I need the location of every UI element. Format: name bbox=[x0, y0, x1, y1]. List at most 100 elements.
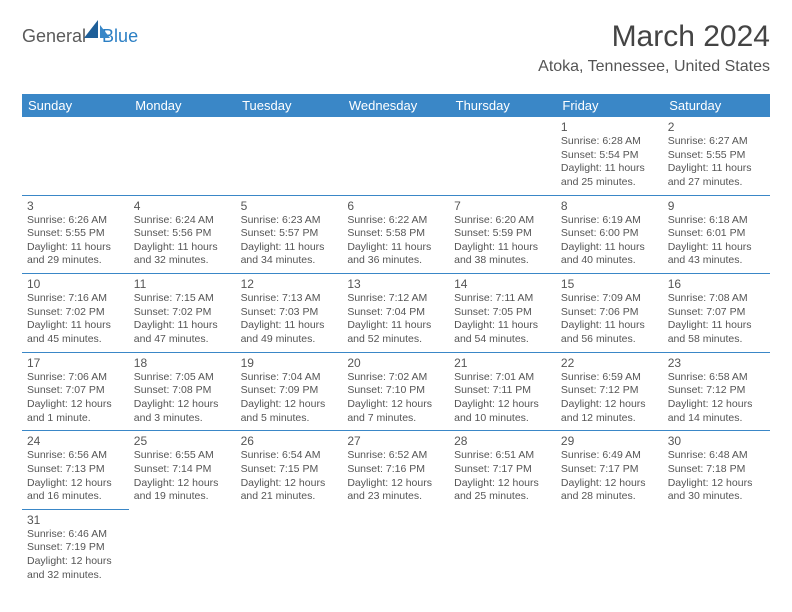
day-info-line: Sunrise: 6:54 AM bbox=[241, 449, 338, 463]
calendar-day-cell: 12Sunrise: 7:13 AMSunset: 7:03 PMDayligh… bbox=[236, 274, 343, 353]
day-info-line: Sunset: 7:18 PM bbox=[668, 463, 765, 477]
day-info-line: Daylight: 11 hours bbox=[561, 319, 658, 333]
day-info: Sunrise: 6:56 AMSunset: 7:13 PMDaylight:… bbox=[27, 449, 124, 504]
calendar-day-cell bbox=[342, 117, 449, 195]
day-number: 30 bbox=[668, 434, 765, 448]
calendar-day-cell: 7Sunrise: 6:20 AMSunset: 5:59 PMDaylight… bbox=[449, 195, 556, 274]
day-info-line: Sunrise: 6:48 AM bbox=[668, 449, 765, 463]
day-number: 11 bbox=[134, 277, 231, 291]
day-info-line: Sunset: 7:17 PM bbox=[561, 463, 658, 477]
day-info-line: Sunrise: 6:58 AM bbox=[668, 371, 765, 385]
day-info-line: Daylight: 11 hours bbox=[347, 319, 444, 333]
calendar-day-cell: 2Sunrise: 6:27 AMSunset: 5:55 PMDaylight… bbox=[663, 117, 770, 195]
day-info-line: Sunrise: 7:01 AM bbox=[454, 371, 551, 385]
calendar-day-cell bbox=[449, 117, 556, 195]
day-info-line: Sunset: 6:01 PM bbox=[668, 227, 765, 241]
day-info-line: and 43 minutes. bbox=[668, 254, 765, 268]
calendar-day-cell: 8Sunrise: 6:19 AMSunset: 6:00 PMDaylight… bbox=[556, 195, 663, 274]
day-info-line: Sunrise: 6:28 AM bbox=[561, 135, 658, 149]
day-info-line: Sunrise: 6:26 AM bbox=[27, 214, 124, 228]
day-info: Sunrise: 7:09 AMSunset: 7:06 PMDaylight:… bbox=[561, 292, 658, 347]
day-number: 19 bbox=[241, 356, 338, 370]
calendar-day-cell bbox=[449, 509, 556, 587]
day-number: 1 bbox=[561, 120, 658, 134]
weekday-header: Friday bbox=[556, 94, 663, 117]
day-number: 3 bbox=[27, 199, 124, 213]
day-info-line: Sunrise: 6:51 AM bbox=[454, 449, 551, 463]
calendar-day-cell: 9Sunrise: 6:18 AMSunset: 6:01 PMDaylight… bbox=[663, 195, 770, 274]
calendar-week-row: 17Sunrise: 7:06 AMSunset: 7:07 PMDayligh… bbox=[22, 352, 770, 431]
calendar-day-cell: 18Sunrise: 7:05 AMSunset: 7:08 PMDayligh… bbox=[129, 352, 236, 431]
day-info-line: and 27 minutes. bbox=[668, 176, 765, 190]
day-number: 6 bbox=[347, 199, 444, 213]
day-info-line: and 14 minutes. bbox=[668, 412, 765, 426]
day-number: 5 bbox=[241, 199, 338, 213]
day-info-line: Sunset: 5:59 PM bbox=[454, 227, 551, 241]
calendar-day-cell: 1Sunrise: 6:28 AMSunset: 5:54 PMDaylight… bbox=[556, 117, 663, 195]
day-info-line: Sunset: 7:07 PM bbox=[668, 306, 765, 320]
day-info: Sunrise: 6:18 AMSunset: 6:01 PMDaylight:… bbox=[668, 214, 765, 269]
day-number: 10 bbox=[27, 277, 124, 291]
day-info-line: Daylight: 12 hours bbox=[27, 398, 124, 412]
day-number: 12 bbox=[241, 277, 338, 291]
day-info-line: Sunset: 5:58 PM bbox=[347, 227, 444, 241]
day-info-line: and 58 minutes. bbox=[668, 333, 765, 347]
weekday-header: Monday bbox=[129, 94, 236, 117]
day-info-line: Sunrise: 7:06 AM bbox=[27, 371, 124, 385]
day-info-line: Sunrise: 6:49 AM bbox=[561, 449, 658, 463]
day-number: 31 bbox=[27, 513, 124, 527]
day-info-line: Sunset: 5:55 PM bbox=[27, 227, 124, 241]
day-info-line: Daylight: 12 hours bbox=[134, 398, 231, 412]
page-title: March 2024 bbox=[538, 20, 770, 54]
calendar-day-cell: 20Sunrise: 7:02 AMSunset: 7:10 PMDayligh… bbox=[342, 352, 449, 431]
calendar-day-cell bbox=[236, 509, 343, 587]
day-info-line: Daylight: 11 hours bbox=[27, 319, 124, 333]
day-info-line: and 52 minutes. bbox=[347, 333, 444, 347]
day-info-line: Sunset: 7:17 PM bbox=[454, 463, 551, 477]
day-info-line: Sunset: 5:56 PM bbox=[134, 227, 231, 241]
calendar-day-cell: 24Sunrise: 6:56 AMSunset: 7:13 PMDayligh… bbox=[22, 431, 129, 510]
day-info-line: Sunrise: 6:59 AM bbox=[561, 371, 658, 385]
day-info-line: Daylight: 11 hours bbox=[241, 319, 338, 333]
day-info-line: Daylight: 12 hours bbox=[454, 477, 551, 491]
day-info-line: Sunrise: 7:09 AM bbox=[561, 292, 658, 306]
day-number: 21 bbox=[454, 356, 551, 370]
weekday-header: Wednesday bbox=[342, 94, 449, 117]
calendar-week-row: 31Sunrise: 6:46 AMSunset: 7:19 PMDayligh… bbox=[22, 509, 770, 587]
day-info-line: and 12 minutes. bbox=[561, 412, 658, 426]
calendar-day-cell: 10Sunrise: 7:16 AMSunset: 7:02 PMDayligh… bbox=[22, 274, 129, 353]
day-number: 26 bbox=[241, 434, 338, 448]
calendar-day-cell: 30Sunrise: 6:48 AMSunset: 7:18 PMDayligh… bbox=[663, 431, 770, 510]
weekday-header-row: Sunday Monday Tuesday Wednesday Thursday… bbox=[22, 94, 770, 117]
calendar-day-cell: 19Sunrise: 7:04 AMSunset: 7:09 PMDayligh… bbox=[236, 352, 343, 431]
day-info-line: and 21 minutes. bbox=[241, 490, 338, 504]
day-info-line: Daylight: 12 hours bbox=[668, 398, 765, 412]
calendar-day-cell: 31Sunrise: 6:46 AMSunset: 7:19 PMDayligh… bbox=[22, 509, 129, 587]
day-info: Sunrise: 6:28 AMSunset: 5:54 PMDaylight:… bbox=[561, 135, 658, 190]
page-subtitle: Atoka, Tennessee, United States bbox=[538, 58, 770, 76]
calendar-week-row: 10Sunrise: 7:16 AMSunset: 7:02 PMDayligh… bbox=[22, 274, 770, 353]
day-number: 9 bbox=[668, 199, 765, 213]
day-number: 25 bbox=[134, 434, 231, 448]
day-info-line: Sunrise: 6:55 AM bbox=[134, 449, 231, 463]
day-info-line: and 29 minutes. bbox=[27, 254, 124, 268]
header: General Blue March 2024 Atoka, Tennessee… bbox=[22, 20, 770, 76]
day-info-line: Daylight: 11 hours bbox=[454, 319, 551, 333]
day-info: Sunrise: 6:46 AMSunset: 7:19 PMDaylight:… bbox=[27, 528, 124, 583]
calendar-table: Sunday Monday Tuesday Wednesday Thursday… bbox=[22, 94, 770, 587]
day-info-line: Daylight: 12 hours bbox=[668, 477, 765, 491]
calendar-week-row: 1Sunrise: 6:28 AMSunset: 5:54 PMDaylight… bbox=[22, 117, 770, 195]
day-info-line: and 32 minutes. bbox=[27, 569, 124, 583]
day-number: 24 bbox=[27, 434, 124, 448]
weekday-header: Sunday bbox=[22, 94, 129, 117]
day-info-line: Sunset: 5:54 PM bbox=[561, 149, 658, 163]
day-info: Sunrise: 7:13 AMSunset: 7:03 PMDaylight:… bbox=[241, 292, 338, 347]
day-info-line: and 7 minutes. bbox=[347, 412, 444, 426]
day-info-line: Sunrise: 6:46 AM bbox=[27, 528, 124, 542]
day-info: Sunrise: 6:52 AMSunset: 7:16 PMDaylight:… bbox=[347, 449, 444, 504]
day-info-line: and 10 minutes. bbox=[454, 412, 551, 426]
day-info-line: Daylight: 11 hours bbox=[134, 319, 231, 333]
day-info-line: Sunset: 7:16 PM bbox=[347, 463, 444, 477]
day-info-line: Sunrise: 6:19 AM bbox=[561, 214, 658, 228]
calendar-day-cell bbox=[129, 509, 236, 587]
